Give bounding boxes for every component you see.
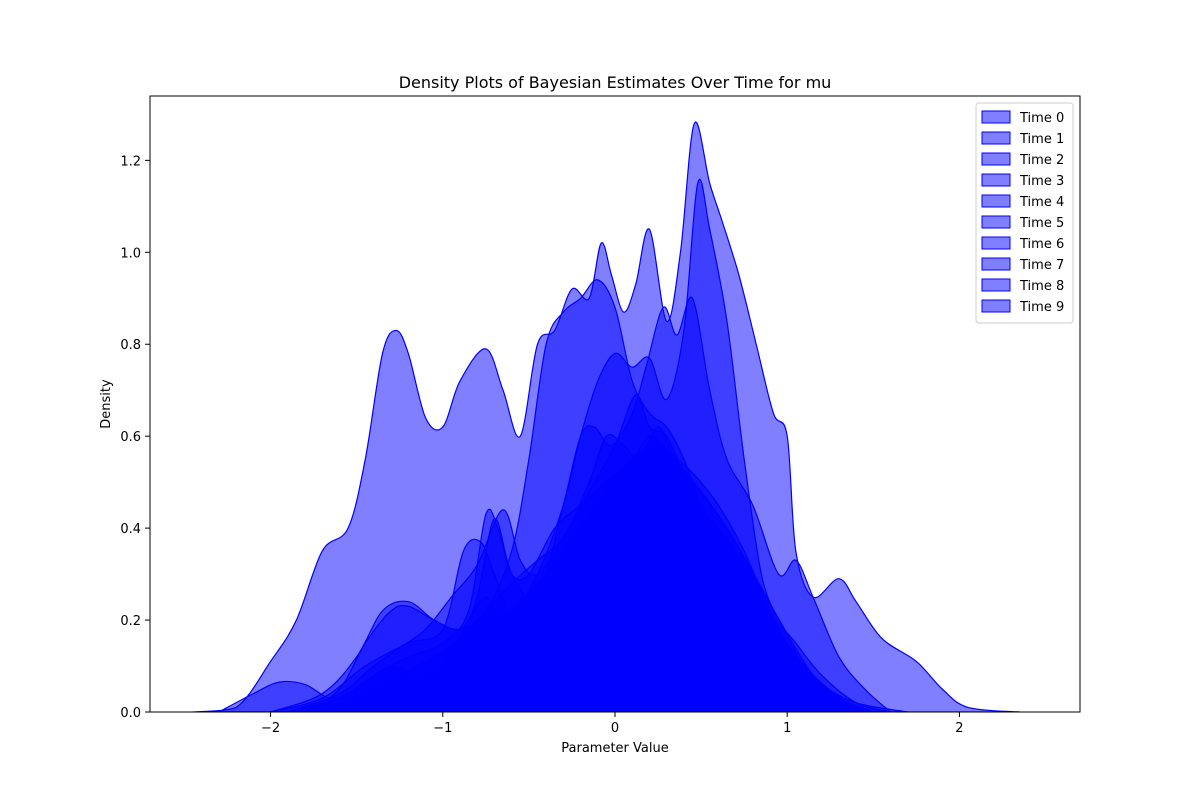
- x-axis: −2 −1 0 1 2: [261, 712, 964, 736]
- legend-label: Time 2: [1019, 153, 1064, 168]
- legend-swatch: [981, 257, 1011, 271]
- x-axis-label: Parameter Value: [561, 741, 668, 756]
- plot-area: [149, 95, 1081, 713]
- series-layer: [192, 121, 1021, 712]
- x-tick-label: 2: [955, 721, 963, 736]
- legend-swatch: [981, 299, 1011, 313]
- x-tick-label: −1: [433, 721, 452, 736]
- y-tick-label: 0.2: [120, 614, 141, 629]
- legend-label: Time 8: [1019, 279, 1064, 294]
- y-tick-label: 1.0: [120, 246, 141, 261]
- legend-swatch: [981, 173, 1011, 187]
- legend-swatch: [981, 131, 1011, 145]
- density-area-time-9: [338, 444, 874, 712]
- legend: Time 0 Time 1 Time 2 Time 3 Time 4 Time 5 Time…: [975, 102, 1074, 324]
- legend-label: Time 6: [1019, 237, 1064, 252]
- legend-label: Time 7: [1019, 258, 1064, 273]
- y-tick-label: 0.0: [120, 706, 141, 721]
- chart-title: Density Plots of Bayesian Estimates Over…: [399, 73, 832, 92]
- legend-swatch: [981, 236, 1011, 250]
- x-tick-label: 1: [783, 721, 791, 736]
- y-tick-label: 0.4: [120, 522, 141, 537]
- legend-swatch: [981, 110, 1011, 124]
- legend-label: Time 0: [1019, 111, 1064, 126]
- legend-swatch: [981, 194, 1011, 208]
- y-tick-label: 0.8: [120, 338, 141, 353]
- legend-swatch: [981, 278, 1011, 292]
- legend-swatch: [981, 215, 1011, 229]
- legend-swatch: [981, 152, 1011, 166]
- y-axis: 0.0 0.2 0.4 0.6 0.8 1.0 1.2: [120, 154, 150, 721]
- legend-label: Time 3: [1019, 174, 1064, 189]
- x-tick-label: 0: [611, 721, 619, 736]
- y-tick-label: 1.2: [120, 154, 141, 169]
- legend-label: Time 1: [1019, 132, 1064, 147]
- legend-label: Time 4: [1019, 195, 1064, 210]
- x-tick-label: −2: [261, 721, 280, 736]
- legend-label: Time 5: [1019, 216, 1064, 231]
- legend-label: Time 9: [1019, 300, 1064, 315]
- y-axis-label: Density: [99, 379, 114, 429]
- y-tick-label: 0.6: [120, 430, 141, 445]
